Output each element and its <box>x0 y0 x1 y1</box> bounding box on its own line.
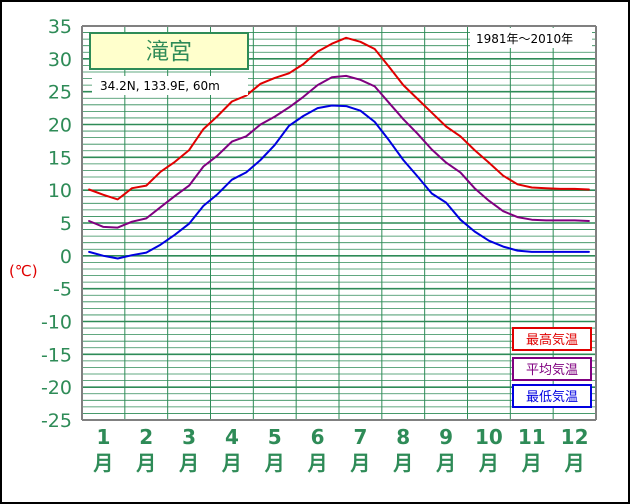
y-tick-label: 35 <box>48 16 72 38</box>
legend-box <box>512 384 592 408</box>
location-box <box>92 76 248 95</box>
y-tick-label: 30 <box>48 49 72 71</box>
y-tick-label: 10 <box>48 180 72 202</box>
x-tick-unit: 月 <box>435 451 456 475</box>
x-tick-unit: 月 <box>521 451 542 475</box>
x-tick-label: 3 <box>182 425 196 449</box>
x-tick-unit: 月 <box>349 451 370 475</box>
y-tick-label: -5 <box>53 279 72 301</box>
y-tick-label: -10 <box>41 312 72 334</box>
x-tick-unit: 月 <box>178 451 199 475</box>
x-tick-label: 7 <box>353 425 367 449</box>
x-tick-unit: 月 <box>92 451 113 475</box>
x-tick-label: 10 <box>475 425 503 449</box>
x-tick-unit: 月 <box>221 451 242 475</box>
x-tick-label: 4 <box>225 425 239 449</box>
x-tick-unit: 月 <box>478 451 499 475</box>
x-tick-unit: 月 <box>564 451 585 475</box>
series-lines <box>88 36 590 260</box>
series-line <box>88 104 590 260</box>
x-tick-unit: 月 <box>392 451 413 475</box>
legend-label: 最高気温 <box>526 332 578 348</box>
legend-box <box>512 327 592 351</box>
y-tick-label: -20 <box>41 377 72 399</box>
y-tick-label: 0 <box>60 246 72 268</box>
x-tick-unit: 月 <box>135 451 156 475</box>
x-tick-label: 9 <box>439 425 453 449</box>
x-tick-label: 6 <box>311 425 325 449</box>
y-axis-label: (℃) <box>9 262 38 280</box>
x-tick-label: 8 <box>396 425 410 449</box>
chart-title: 滝宮 <box>146 39 192 65</box>
period-box <box>470 28 592 48</box>
y-tick-label: 20 <box>48 115 72 137</box>
x-tick-label: 2 <box>139 425 153 449</box>
legend-label: 最低気温 <box>526 389 578 405</box>
x-tick-label: 12 <box>561 425 589 449</box>
x-tick-unit: 月 <box>264 451 285 475</box>
y-tick-label: 25 <box>48 82 72 104</box>
x-tick-label: 11 <box>518 425 546 449</box>
series-line <box>88 36 590 201</box>
legend-label: 平均気温 <box>526 362 578 378</box>
y-tick-label: 5 <box>60 213 72 235</box>
legend-box <box>512 357 592 381</box>
period-label: 1981年〜2010年 <box>476 32 573 46</box>
title-box <box>89 32 249 70</box>
x-tick-label: 5 <box>268 425 282 449</box>
x-tick-unit: 月 <box>307 451 328 475</box>
y-tick-label: -15 <box>41 344 72 366</box>
grid <box>81 25 597 421</box>
series-line <box>88 74 590 229</box>
y-axis-ticks: 35 30 25 20 15 10 5 0 -5 -10 -15 -20 -25 <box>41 16 72 432</box>
location-label: 34.2N, 133.9E, 60m <box>100 79 220 93</box>
y-tick-label: -25 <box>41 410 72 432</box>
y-tick-label: 15 <box>48 147 72 169</box>
x-tick-label: 1 <box>96 425 110 449</box>
